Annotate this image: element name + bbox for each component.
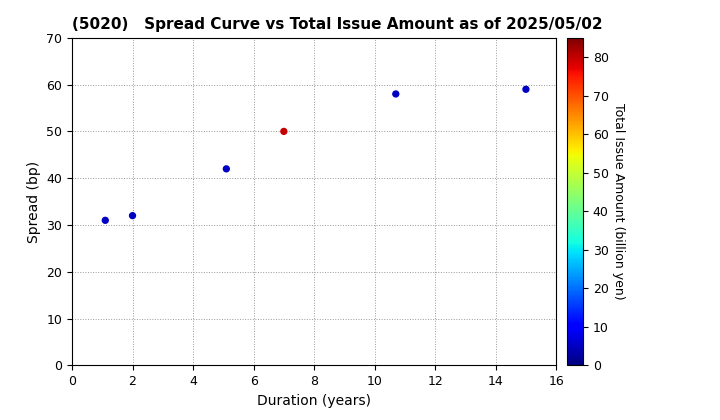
Point bbox=[520, 86, 531, 93]
Point bbox=[99, 217, 111, 224]
Y-axis label: Spread (bp): Spread (bp) bbox=[27, 160, 41, 243]
X-axis label: Duration (years): Duration (years) bbox=[257, 394, 371, 408]
Text: (5020)   Spread Curve vs Total Issue Amount as of 2025/05/02: (5020) Spread Curve vs Total Issue Amoun… bbox=[72, 18, 603, 32]
Point bbox=[390, 91, 402, 97]
Y-axis label: Total Issue Amount (billion yen): Total Issue Amount (billion yen) bbox=[612, 103, 626, 300]
Point bbox=[278, 128, 289, 135]
Point bbox=[220, 165, 232, 172]
Point bbox=[127, 212, 138, 219]
